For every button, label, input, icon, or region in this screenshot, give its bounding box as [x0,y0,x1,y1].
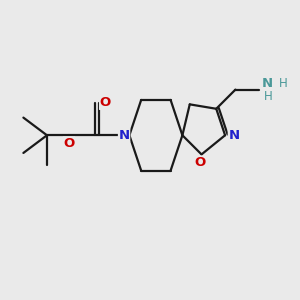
Text: H: H [263,90,272,103]
Text: O: O [194,156,206,169]
Text: H: H [279,77,287,90]
Text: N: N [118,129,130,142]
Text: O: O [63,137,75,150]
Text: N: N [262,77,273,90]
Text: N: N [228,129,239,142]
Text: O: O [100,96,111,110]
